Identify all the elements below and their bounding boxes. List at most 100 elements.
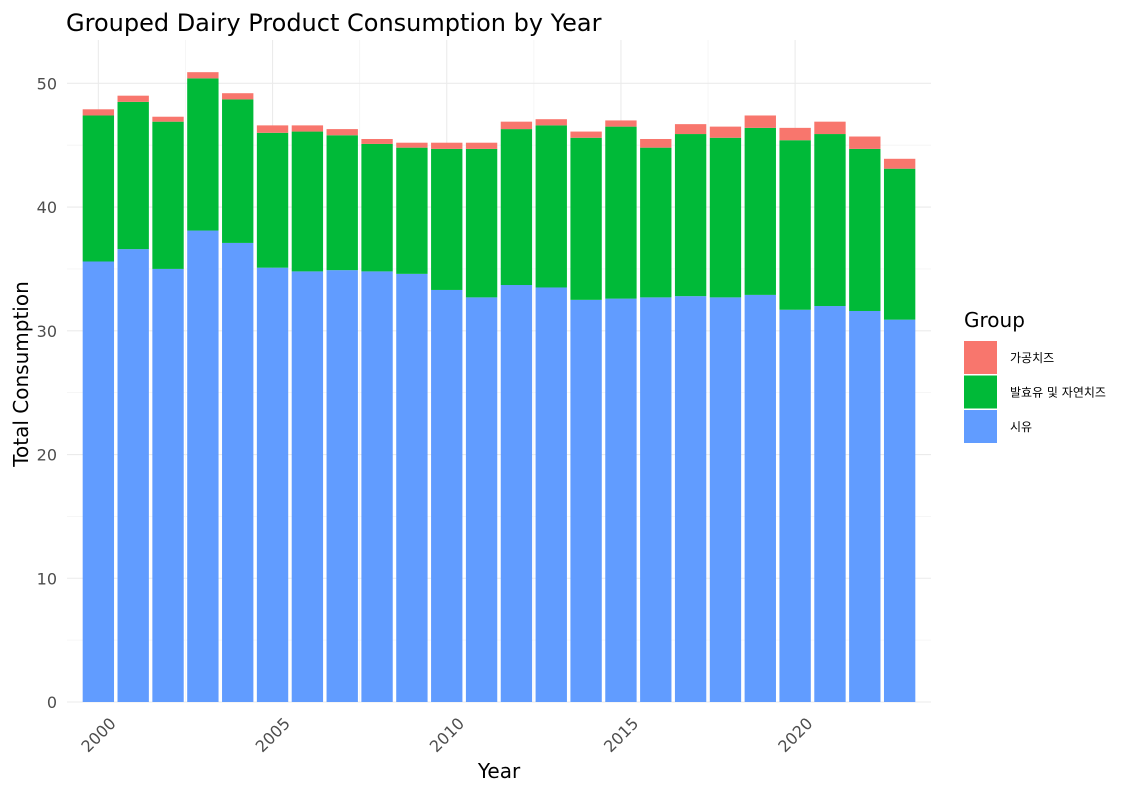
bar-segment [674, 124, 707, 135]
bar-segment [117, 95, 149, 102]
y-tick-label: 30 [37, 322, 57, 341]
bar-segment [465, 148, 498, 298]
legend-label: 발효유 및 자연치즈 [1010, 386, 1106, 400]
bar-segment [361, 143, 393, 272]
y-tick-label: 50 [37, 74, 57, 93]
bar-segment [396, 147, 428, 274]
bar-segment [849, 136, 881, 149]
bar-segment [744, 294, 776, 702]
bar-segment [640, 138, 672, 148]
legend-swatch [964, 375, 997, 409]
legend-label: 시유 [1010, 420, 1032, 434]
bars [82, 72, 916, 703]
bar-segment [709, 297, 742, 702]
bar-segment [605, 120, 637, 127]
bar-segment [640, 297, 672, 702]
bar-segment [152, 116, 184, 122]
bar-segment [535, 125, 567, 288]
legend-title: Group [964, 308, 1025, 332]
bar-segment [187, 230, 219, 702]
x-tick-label: 2005 [252, 714, 294, 756]
bar-segment [570, 299, 602, 702]
bar-segment [605, 298, 637, 702]
y-tick-label: 10 [37, 569, 57, 588]
bar-segment [396, 273, 428, 702]
legend-swatch [964, 410, 997, 443]
bar-segment [431, 148, 463, 290]
bar-segment [326, 129, 358, 136]
bar-segment [500, 285, 533, 702]
bar-segment [814, 121, 846, 135]
y-axis-ticks: 0 10 20 30 40 50 [37, 74, 57, 712]
x-tick-label: 2000 [77, 714, 119, 756]
bar-segment [570, 137, 602, 300]
legend-label: 가공치즈 [1010, 351, 1054, 365]
bar-segment [431, 289, 463, 702]
bar-segment [535, 119, 567, 126]
bar-segment [222, 99, 254, 243]
bar-segment [814, 134, 846, 307]
bar-segment [82, 109, 115, 116]
bar-segment [883, 319, 916, 702]
bar-segment [814, 306, 846, 702]
bar-segment [883, 158, 916, 169]
bar-segment [849, 148, 881, 311]
bar-segment [187, 72, 219, 79]
x-tick-label: 2015 [600, 714, 642, 756]
x-tick-label: 2010 [426, 714, 468, 756]
bar-segment [152, 121, 184, 269]
bar-segment [779, 140, 811, 310]
bar-segment [500, 129, 533, 286]
y-tick-label: 20 [37, 446, 57, 465]
bar-segment [82, 115, 115, 262]
x-tick-label: 2020 [774, 714, 816, 756]
bar-segment [291, 131, 324, 272]
bar-segment [152, 268, 184, 702]
bar-segment [709, 126, 742, 138]
bar-segment [779, 127, 811, 141]
bar-segment [256, 125, 289, 133]
bar-segment [431, 142, 463, 149]
bar-segment [326, 270, 358, 702]
bar-segment [883, 168, 916, 320]
bar-segment [256, 267, 289, 702]
bar-segment [396, 142, 428, 148]
y-tick-label: 0 [47, 693, 57, 712]
bar-segment [291, 125, 324, 132]
bar-segment [570, 131, 602, 138]
bar-segment [709, 137, 742, 298]
legend-swatch [964, 341, 997, 374]
bar-segment [117, 101, 149, 250]
bar-segment [326, 135, 358, 271]
bar-segment [256, 132, 289, 268]
bar-segment [465, 297, 498, 702]
bar-segment [465, 142, 498, 149]
bar-segment [291, 271, 324, 702]
bar-segment [674, 134, 707, 297]
bar-segment [361, 138, 393, 144]
bar-segment [500, 121, 533, 130]
bar-segment [779, 309, 811, 702]
x-axis-ticks: 2000 2005 2010 2015 2020 [77, 714, 816, 756]
bar-segment [117, 249, 149, 703]
x-axis-title: Year [477, 759, 521, 783]
bar-segment [744, 115, 776, 128]
bar-segment [82, 261, 115, 702]
bar-segment [849, 310, 881, 702]
y-axis-title: Total Consumption [9, 281, 33, 468]
bar-segment [361, 271, 393, 702]
bar-segment [744, 127, 776, 295]
y-tick-label: 40 [37, 198, 57, 217]
bar-segment [674, 296, 707, 702]
bar-segment [187, 78, 219, 231]
bar-segment [222, 242, 254, 702]
bar-segment [605, 126, 637, 299]
chart-title: Grouped Dairy Product Consumption by Yea… [66, 9, 602, 37]
bar-segment [222, 93, 254, 100]
bar-segment [535, 287, 567, 702]
bar-segment [640, 147, 672, 298]
